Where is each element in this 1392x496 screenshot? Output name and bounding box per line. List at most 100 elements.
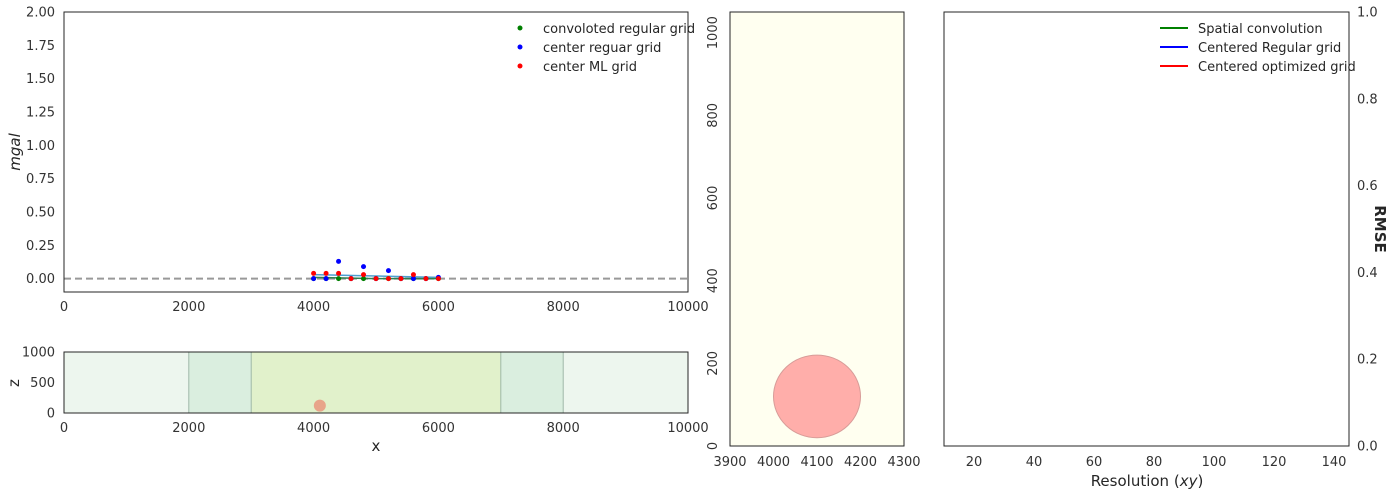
gravity-x-tick-label: 2000 (172, 300, 205, 315)
zoom-y-tick-label: 0 (706, 442, 721, 450)
anomaly-body (313, 399, 326, 412)
rmse-y-tick-label: 0.0 (1357, 440, 1378, 455)
rmse-x-tick-label: 80 (1146, 455, 1163, 470)
rmse-x-tick-label: 60 (1086, 455, 1103, 470)
data-point-series-1 (361, 264, 367, 270)
zoom-body (773, 354, 861, 439)
zoom-y-tick-label: 400 (706, 268, 721, 293)
legend-label-centered-regular: Centered Regular grid (1198, 41, 1341, 56)
rmse-y-tick-label: 0.6 (1357, 179, 1378, 194)
section-plot-area (64, 351, 688, 414)
rmse-y-tick-label: 0.8 (1357, 92, 1378, 107)
section-x-tick-label: 10000 (667, 421, 708, 436)
section-x-tick-label: 4000 (297, 421, 330, 436)
data-point-series-2 (311, 270, 317, 276)
section-x-label: x (372, 437, 381, 455)
gravity-x-tick-label: 0 (60, 300, 68, 315)
rmse-y-tick-label: 1.0 (1357, 6, 1378, 21)
rmse-x-label-part: ) (1197, 472, 1203, 490)
zoom-frame (729, 11, 905, 447)
data-point-series-1 (385, 268, 391, 274)
data-point-series-2 (398, 276, 404, 282)
legend-label-spatial: Spatial convolution (1198, 22, 1323, 37)
data-point-series-1 (410, 276, 416, 282)
gravity-y-tick-label: 0.25 (26, 239, 55, 254)
gravity-y-tick-label: 2.00 (26, 6, 55, 21)
zoom-x-tick-label: 4300 (887, 455, 920, 470)
data-point-series-2 (348, 276, 354, 282)
data-point-series-2 (361, 272, 367, 278)
section-frame (63, 351, 689, 414)
zoom-x-tick-label: 4200 (844, 455, 877, 470)
legend-marker-center-ml (517, 63, 523, 69)
rmse-chart: 20 40 60 80 100 120 140 0.0 0.2 0.4 0.6 0.8 1.0 Reso… (943, 6, 1389, 490)
section-x-tick-label: 0 (60, 421, 68, 436)
zoom-y-tick-label: 200 (706, 351, 721, 376)
data-point-series-0 (336, 276, 342, 282)
rmse-y-tick-label: 0.2 (1357, 353, 1378, 368)
section-y-tick-label: 500 (30, 376, 55, 391)
data-point-series-1 (336, 258, 342, 264)
rmse-x-tick-label: 40 (1026, 455, 1043, 470)
rmse-y-label: RMSE (1371, 205, 1389, 253)
rmse-x-tick-label: 20 (966, 455, 983, 470)
legend-marker-convoloted (517, 25, 523, 31)
data-point-series-2 (373, 276, 379, 282)
data-point-series-2 (336, 270, 342, 276)
data-point-series-2 (423, 276, 429, 282)
section-x-tick-label: 6000 (422, 421, 455, 436)
legend-marker-center-regular (517, 44, 523, 50)
zoom-x-tick-label: 3900 (713, 455, 746, 470)
section-y-tick-label: 1000 (22, 346, 55, 361)
rmse-legend: Spatial convolution Centered Regular gri… (1160, 22, 1356, 75)
data-point-series-0 (361, 276, 367, 282)
legend-label-center-regular: center reguar grid (543, 41, 661, 56)
section-y-tick-label: 0 (47, 407, 55, 422)
gravity-frame (63, 11, 689, 293)
gravity-y-tick-label: 0.00 (26, 272, 55, 287)
data-point-series-2 (435, 276, 441, 282)
section-x-tick-label: 8000 (547, 421, 580, 436)
region-2 (250, 351, 502, 414)
gravity-y-tick-label: 1.00 (26, 139, 55, 154)
zoom-x-tick-label: 4000 (757, 455, 790, 470)
legend-label-centered-optimized: Centered optimized grid (1198, 60, 1356, 75)
gravity-y-tick-label: 1.25 (26, 106, 55, 121)
section-x-tick-label: 2000 (172, 421, 205, 436)
gravity-y-tick-label: 1.75 (26, 39, 55, 54)
rmse-ticks: 20 40 60 80 100 120 140 0.0 0.2 0.4 0.6 0.8 1.0 (966, 6, 1378, 471)
gravity-x-tick-label: 10000 (667, 300, 708, 315)
gravity-y-tick-label: 0.75 (26, 172, 55, 187)
gravity-y-tick-label: 0.50 (26, 206, 55, 221)
zoom-y-tick-label: 1000 (706, 16, 721, 49)
section-y-label: z (5, 379, 23, 387)
rmse-frame (943, 11, 1350, 447)
gravity-y-tick-label: 1.50 (26, 72, 55, 87)
zoom-plot-area (730, 12, 904, 446)
field-line (313, 273, 439, 279)
data-point-series-1 (311, 276, 317, 282)
section-chart: 0 2000 4000 6000 8000 10000 0 500 1000 z x (5, 346, 709, 456)
gravity-x-tick-label: 8000 (547, 300, 580, 315)
gravity-x-tick-label: 4000 (297, 300, 330, 315)
zoom-y-tick-label: 600 (706, 186, 721, 211)
gravity-legend: convoloted regular grid center reguar gr… (517, 22, 695, 75)
section-ticks: 0 2000 4000 6000 8000 10000 0 500 1000 (22, 346, 709, 437)
zoom-x-tick-label: 4100 (800, 455, 833, 470)
gravity-ticks: 0 2000 4000 6000 8000 10000 0.00 0.25 0.50 0.75 1.… (26, 6, 709, 316)
rmse-x-label: Resolution (xy) (1091, 472, 1204, 490)
legend-label-convoloted: convoloted regular grid (543, 22, 695, 37)
data-point-series-2 (385, 276, 391, 282)
data-point-series-2 (323, 270, 329, 276)
gravity-chart: 0 2000 4000 6000 8000 10000 0.00 0.25 0.50 0.75 1.… (6, 6, 709, 316)
data-point-series-2 (410, 272, 416, 278)
gravity-y-label: mgal (6, 132, 24, 170)
data-point-series-1 (323, 276, 329, 282)
rmse-x-label-part: xy (1179, 472, 1199, 490)
zoom-y-tick-label: 800 (706, 103, 721, 128)
rmse-x-tick-label: 100 (1202, 455, 1227, 470)
zoom-ticks: 3900 4000 4100 4200 4300 0 200 400 600 800 1000 (706, 16, 921, 470)
rmse-y-tick-label: 0.4 (1357, 266, 1378, 281)
gravity-plot-area (64, 258, 688, 282)
